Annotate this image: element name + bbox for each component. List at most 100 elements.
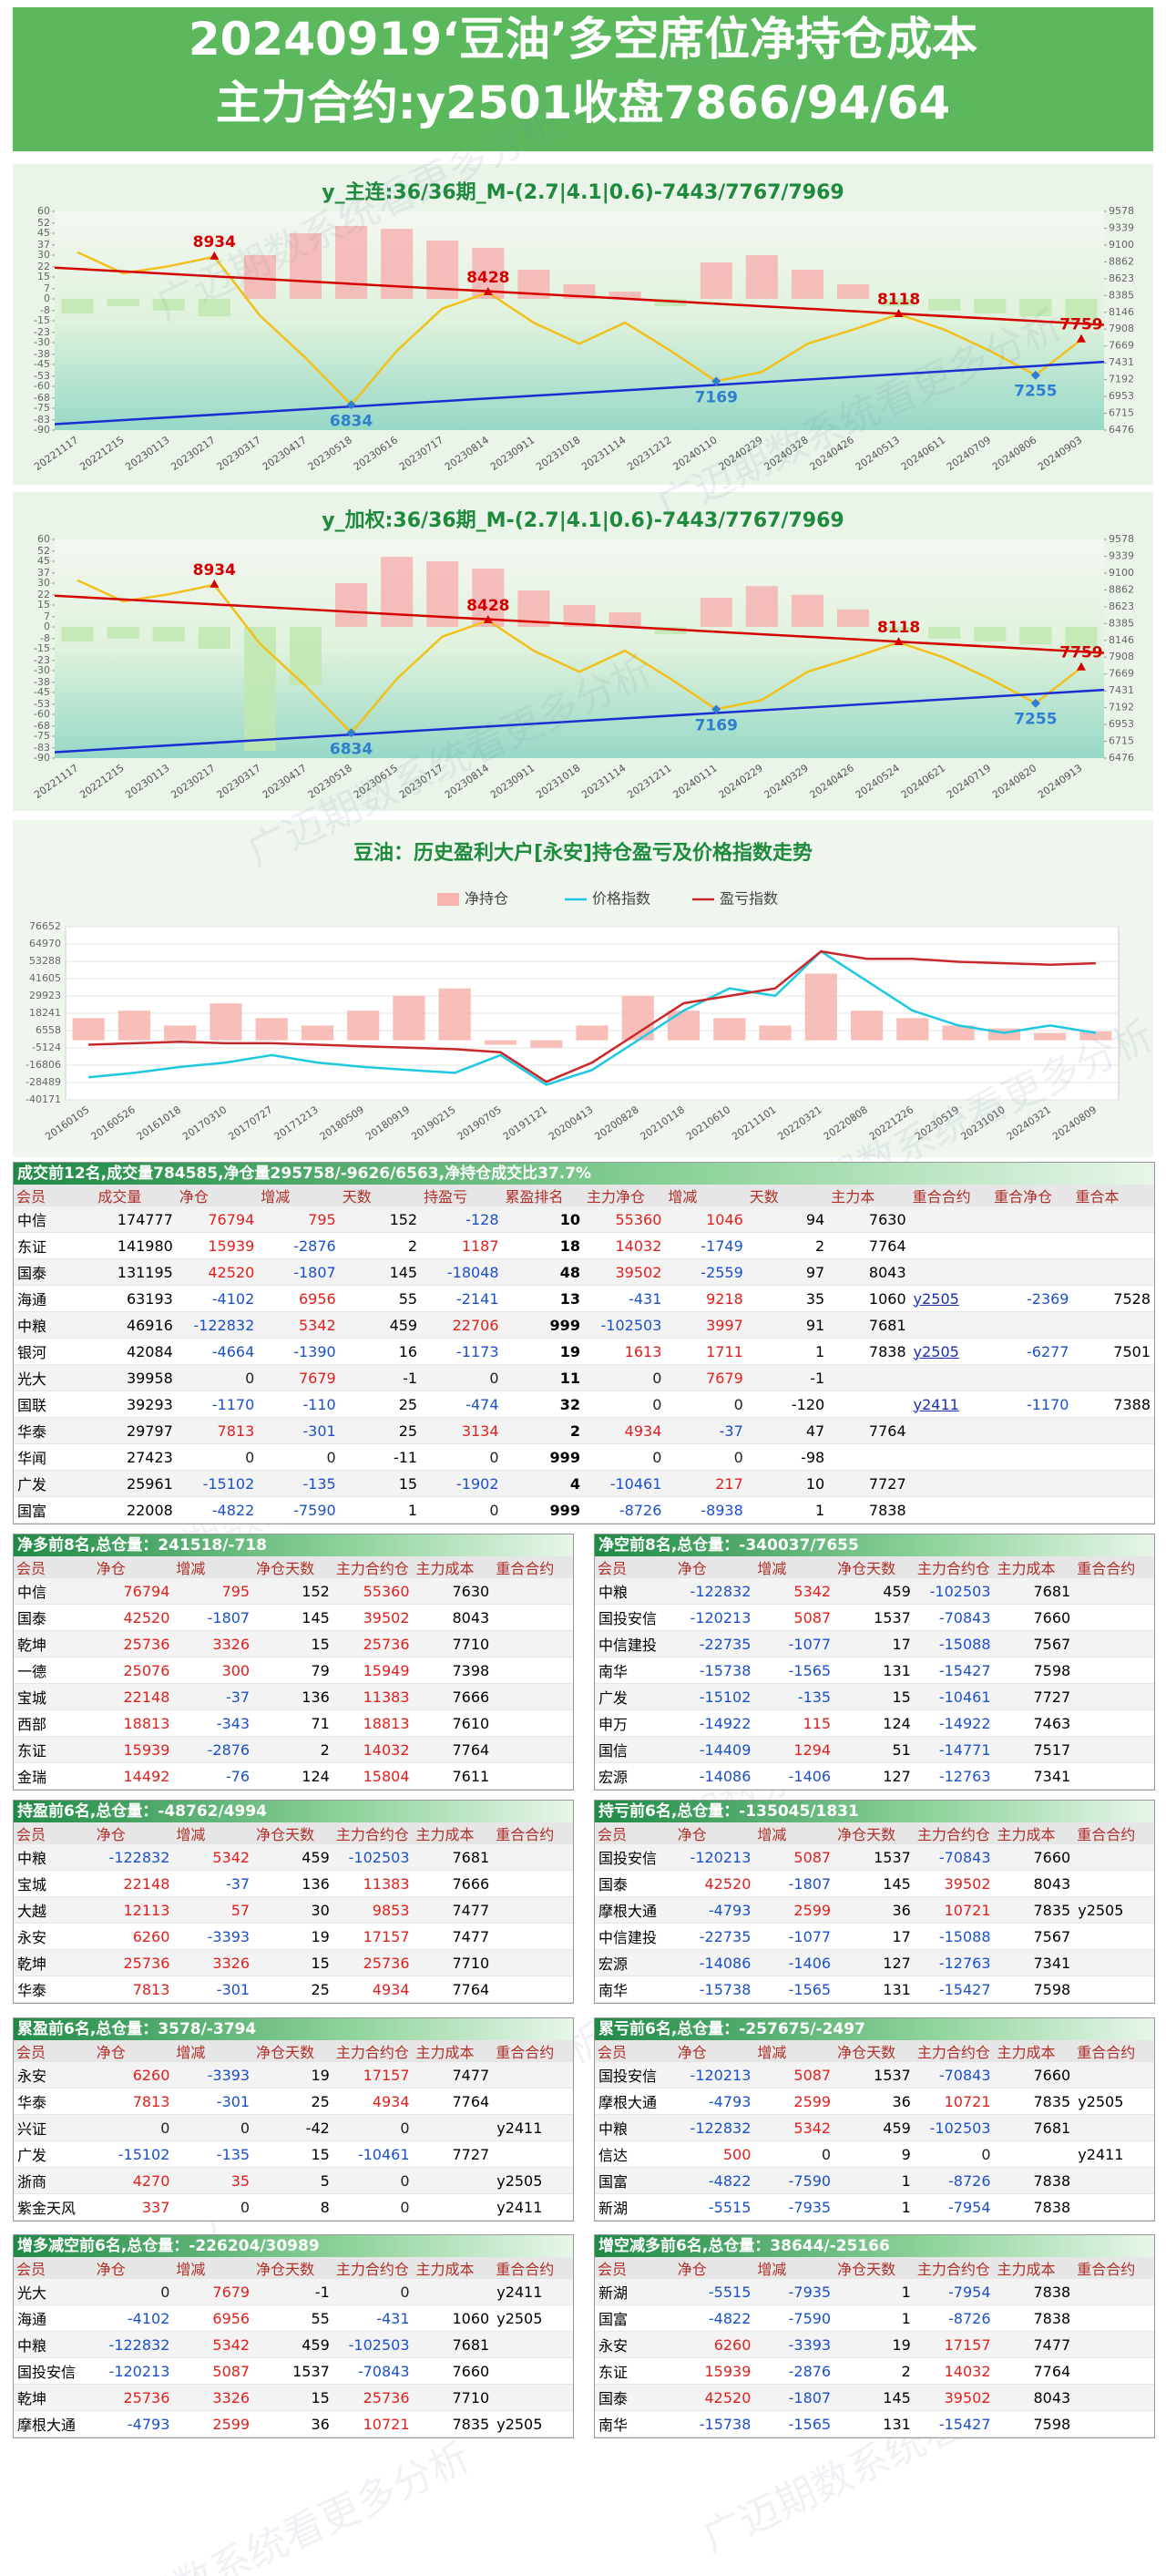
table-row: 一德 25076 300 79 15949 7398 [14, 1657, 573, 1684]
y-tick-label: -90 [34, 752, 50, 764]
y-tick-label: -15 [34, 642, 50, 654]
cell: -1807 [754, 1870, 835, 1897]
column-header: 主力合约仓 [914, 1822, 995, 1844]
cell [1074, 1870, 1154, 1897]
cell: 摩根大通 [595, 1896, 675, 1924]
bar [61, 627, 94, 641]
cell: 7764 [413, 1736, 494, 1763]
cell: 0 [93, 2279, 174, 2305]
bar [72, 1018, 105, 1041]
cell: -343 [173, 1709, 254, 1737]
cell [1074, 2331, 1154, 2358]
column-header: 重合合约 [1074, 2040, 1154, 2062]
cell: -102503 [583, 1311, 666, 1339]
cell: 7679 [173, 2279, 254, 2305]
bar [347, 1011, 380, 1041]
cell [1072, 1417, 1154, 1444]
cell: -102503 [332, 2331, 414, 2358]
cell: -2369 [991, 1285, 1073, 1312]
column-header: 重合净仓 [991, 1185, 1073, 1206]
cell: -3393 [173, 2062, 254, 2089]
cell: 7727 [994, 1683, 1075, 1710]
cell: -15088 [914, 1630, 995, 1657]
bar [1019, 299, 1052, 317]
trend-line [54, 688, 1105, 754]
cell: 35 [746, 1285, 829, 1312]
cell: 大越 [14, 1896, 94, 1924]
y2-tick-label: 6953 [1109, 718, 1134, 730]
y2-tick-label: 9100 [1109, 567, 1134, 579]
table-row: 国投安信 -120213 5087 1537 -70843 7660 [595, 1604, 1154, 1631]
cell [1074, 2062, 1154, 2089]
cell: -14086 [674, 1949, 755, 1976]
cell: -1406 [754, 1762, 835, 1790]
annotation-marker [346, 728, 356, 738]
cell: 7764 [413, 2088, 494, 2115]
bar [942, 1025, 975, 1041]
cell: -1565 [754, 1976, 835, 2003]
bar [713, 1018, 746, 1041]
cell: 广发 [595, 1683, 675, 1710]
y-tick-label: -28489 [26, 1076, 61, 1088]
table-row: 大越 12113 57 30 9853 7477 [14, 1896, 573, 1924]
cell: 1537 [253, 2357, 333, 2385]
cell: -7954 [914, 2279, 995, 2305]
table-row: 中粮 -122832 5342 459 -102503 7681 [595, 1578, 1154, 1605]
cell: 1 [834, 2304, 915, 2332]
cell: -7590 [754, 2167, 835, 2194]
cell: 1 [834, 2193, 915, 2221]
cell: 8043 [828, 1258, 910, 1286]
column-header: 会员 [595, 1822, 675, 1844]
cell: 5342 [754, 2114, 835, 2141]
header-row: 会员 净仓 增减 净仓天数 主力合约仓 主力成本 重合合约 [595, 2040, 1154, 2062]
cell: 39502 [914, 2384, 995, 2411]
bar [243, 255, 276, 299]
y-tick-label: 52 [37, 545, 50, 557]
cell: 57 [173, 1896, 254, 1924]
bar [1034, 1032, 1067, 1041]
cell: 795 [173, 1578, 254, 1605]
y2-tick-label: 7192 [1109, 374, 1134, 385]
cell: 光大 [14, 2279, 94, 2305]
cell: 7838 [994, 2193, 1075, 2221]
cell: 42520 [674, 2384, 755, 2411]
y-tick-label: -83 [34, 414, 50, 426]
cell: 国富 [595, 2304, 675, 2332]
cell: 7528 [1072, 1285, 1154, 1312]
cell: 6956 [258, 1285, 340, 1312]
cell: 17157 [332, 2062, 414, 2089]
table-row: 乾坤 25736 3326 15 25736 7710 [14, 1949, 573, 1976]
cell: 55 [339, 1285, 422, 1312]
cell: 14032 [914, 2357, 995, 2385]
cell: y2411 [493, 2193, 573, 2221]
y2-tick-label: 8862 [1109, 583, 1134, 595]
annotation-marker [894, 308, 904, 317]
cell: 海通 [14, 2304, 94, 2332]
y-tick-label: -8 [40, 632, 50, 644]
cell [1074, 1844, 1154, 1871]
cell [909, 1311, 992, 1339]
y2-tick-label: 8623 [1109, 272, 1134, 284]
cell: 459 [834, 1578, 915, 1605]
cell: 4 [502, 1470, 584, 1497]
cell: 宏源 [595, 1949, 675, 1976]
cell: -37 [173, 1870, 254, 1897]
cell: 华泰 [14, 2088, 94, 2115]
cell: 1 [834, 2167, 915, 2194]
column-header: 主力净仓 [583, 1185, 666, 1206]
cell [413, 2279, 494, 2305]
column-header: 增减 [173, 2257, 254, 2279]
column-header: 主力合约仓 [332, 1822, 414, 1844]
cell: -1077 [754, 1923, 835, 1950]
annotation-marker [1030, 370, 1040, 380]
cell: -135 [173, 2140, 254, 2168]
cell: -15738 [674, 2410, 755, 2437]
cell: 999 [502, 1443, 584, 1471]
table: 会员 净仓 增减 净仓天数 主力合约仓 主力成本 重合合约 国投安信 -120213 5087 15… [595, 2040, 1154, 2221]
cell: 0 [173, 2193, 254, 2221]
y2-tick-label: 9578 [1109, 533, 1134, 545]
cell: -8726 [583, 1496, 666, 1524]
cell [1074, 2410, 1154, 2437]
table-row: 新湖 -5515 -7935 1 -7954 7838 [595, 2279, 1154, 2305]
bar [61, 299, 94, 313]
